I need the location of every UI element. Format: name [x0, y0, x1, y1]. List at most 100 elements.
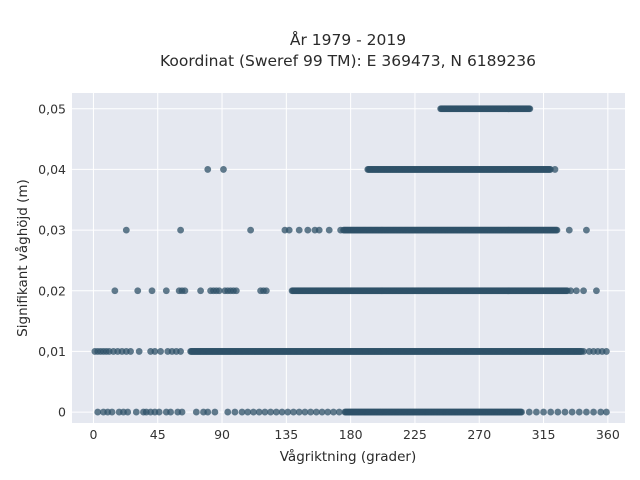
data-point [155, 408, 163, 416]
data-point [580, 287, 587, 295]
y-tick-label: 0 [58, 405, 66, 420]
data-point [124, 408, 132, 416]
data-point [247, 226, 255, 234]
x-tick-label: 315 [532, 427, 556, 442]
data-point [580, 348, 587, 355]
data-point [132, 408, 140, 416]
x-tick-label: 180 [339, 427, 363, 442]
data-point [307, 408, 315, 416]
data-point [122, 226, 130, 234]
data-point [312, 408, 320, 416]
y-tick-label: 0,02 [38, 283, 66, 298]
data-point [108, 408, 116, 416]
data-point [325, 226, 333, 234]
data-point [127, 348, 134, 355]
data-point [94, 408, 102, 416]
data-point [301, 408, 309, 416]
data-point [551, 166, 559, 173]
data-point [568, 408, 576, 416]
data-point [250, 408, 257, 416]
data-point [204, 166, 212, 173]
data-point [540, 408, 547, 416]
data-point [135, 348, 143, 355]
data-point [197, 287, 205, 295]
x-tick-label: 270 [467, 427, 491, 442]
data-point [162, 287, 170, 295]
data-point [337, 226, 345, 234]
x-axis-label: Vågriktning (grader) [280, 448, 417, 465]
data-point [267, 408, 275, 416]
y-tick-labels: 0 0,01 0,02 0,03 0,04 0,05 [38, 101, 66, 419]
data-point [215, 287, 223, 295]
x-tick-label: 225 [403, 427, 427, 442]
data-point [335, 408, 343, 416]
x-tick-label: 135 [274, 427, 298, 442]
data-points [91, 105, 610, 416]
data-point [261, 408, 269, 416]
x-tick-label: 45 [150, 427, 166, 442]
data-point [304, 226, 312, 234]
data-point [554, 408, 562, 416]
data-point [533, 408, 540, 416]
data-point [526, 105, 534, 113]
data-point [583, 408, 590, 416]
data-point [567, 287, 575, 295]
data-point [518, 408, 525, 416]
data-point [262, 287, 270, 295]
data-point [295, 408, 303, 416]
data-point [525, 408, 533, 416]
data-point [324, 408, 332, 416]
chart-title: År 1979 - 2019 [290, 30, 406, 49]
data-point [547, 408, 555, 416]
data-point [204, 408, 212, 416]
y-tick-label: 0,05 [38, 101, 66, 116]
y-tick-label: 0,03 [38, 223, 66, 238]
data-point [285, 226, 293, 234]
data-point [603, 408, 610, 416]
data-point [134, 287, 142, 295]
data-point [565, 226, 573, 234]
data-point [232, 287, 240, 295]
data-point [238, 408, 246, 416]
data-point [330, 408, 337, 416]
data-point [603, 348, 610, 355]
plot-background [72, 93, 625, 423]
data-point [224, 408, 232, 416]
data-point [290, 408, 297, 416]
data-point [157, 348, 164, 355]
data-point [244, 408, 252, 416]
x-tick-label: 0 [89, 427, 97, 442]
data-point [553, 226, 561, 234]
data-point [181, 287, 189, 295]
data-point [561, 408, 569, 416]
data-point [583, 226, 590, 234]
y-tick-label: 0,01 [38, 344, 66, 359]
data-point [148, 287, 156, 295]
x-tick-labels: 0 45 90 135 180 225 270 315 360 [89, 427, 619, 442]
data-point [255, 408, 263, 416]
data-point [177, 348, 185, 355]
data-point [575, 408, 583, 416]
data-point [167, 408, 175, 416]
data-point [573, 287, 580, 295]
data-point [177, 226, 185, 234]
data-point [220, 166, 227, 173]
x-tick-label: 360 [596, 427, 620, 442]
data-point [278, 408, 286, 416]
y-axis-label: Signifikant våghöjd (m) [14, 179, 31, 337]
data-point [211, 408, 219, 416]
data-point [593, 287, 600, 295]
x-tick-label: 90 [214, 427, 230, 442]
data-point [178, 408, 186, 416]
data-point [315, 226, 323, 234]
data-point [111, 287, 119, 295]
data-point [597, 408, 605, 416]
data-point [272, 408, 280, 416]
data-point [295, 226, 303, 234]
data-point [590, 408, 597, 416]
data-point [151, 348, 159, 355]
data-point [318, 408, 326, 416]
y-tick-label: 0,04 [38, 162, 66, 177]
data-point [231, 408, 239, 416]
